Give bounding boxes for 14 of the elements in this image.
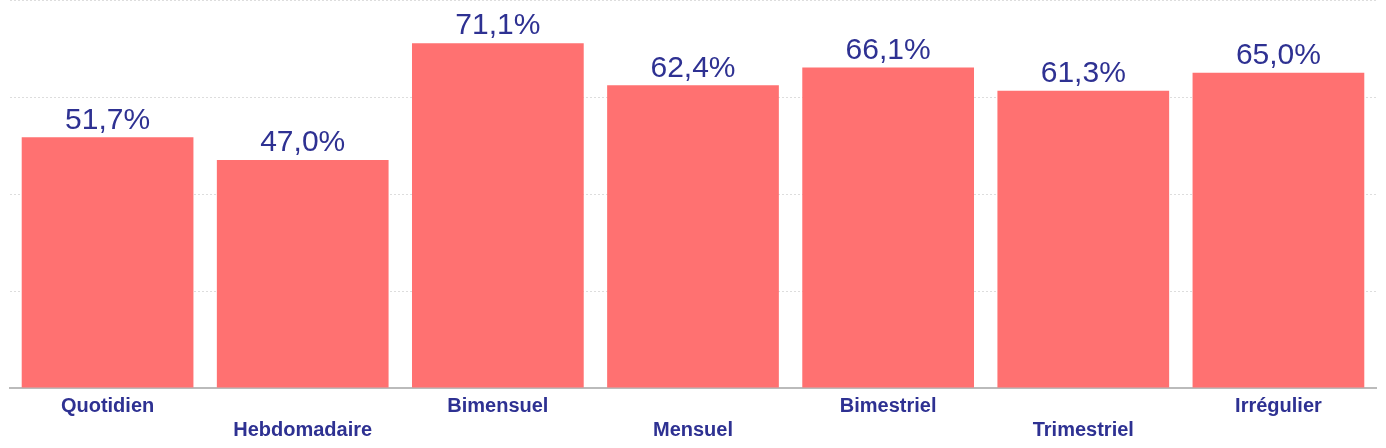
data-label: 66,1% bbox=[845, 31, 931, 65]
data-label: 71,1% bbox=[455, 7, 541, 41]
x-tick-label: Trimestriel bbox=[1032, 417, 1134, 440]
x-tick-label: Bimestriel bbox=[839, 393, 937, 416]
x-tick-label: Mensuel bbox=[652, 417, 734, 440]
x-tick-label: Hebdomadaire bbox=[233, 417, 373, 440]
x-tick-label: Bimensuel bbox=[447, 393, 549, 416]
x-tick-label: Quotidien bbox=[60, 393, 155, 416]
data-label: 62,4% bbox=[650, 49, 736, 83]
data-label: 47,0% bbox=[260, 124, 346, 158]
data-label: 61,3% bbox=[1040, 54, 1126, 88]
x-tick-label: Irrégulier bbox=[1235, 393, 1322, 416]
data-label: 65,0% bbox=[1235, 37, 1321, 71]
data-label: 51,7% bbox=[65, 101, 151, 135]
